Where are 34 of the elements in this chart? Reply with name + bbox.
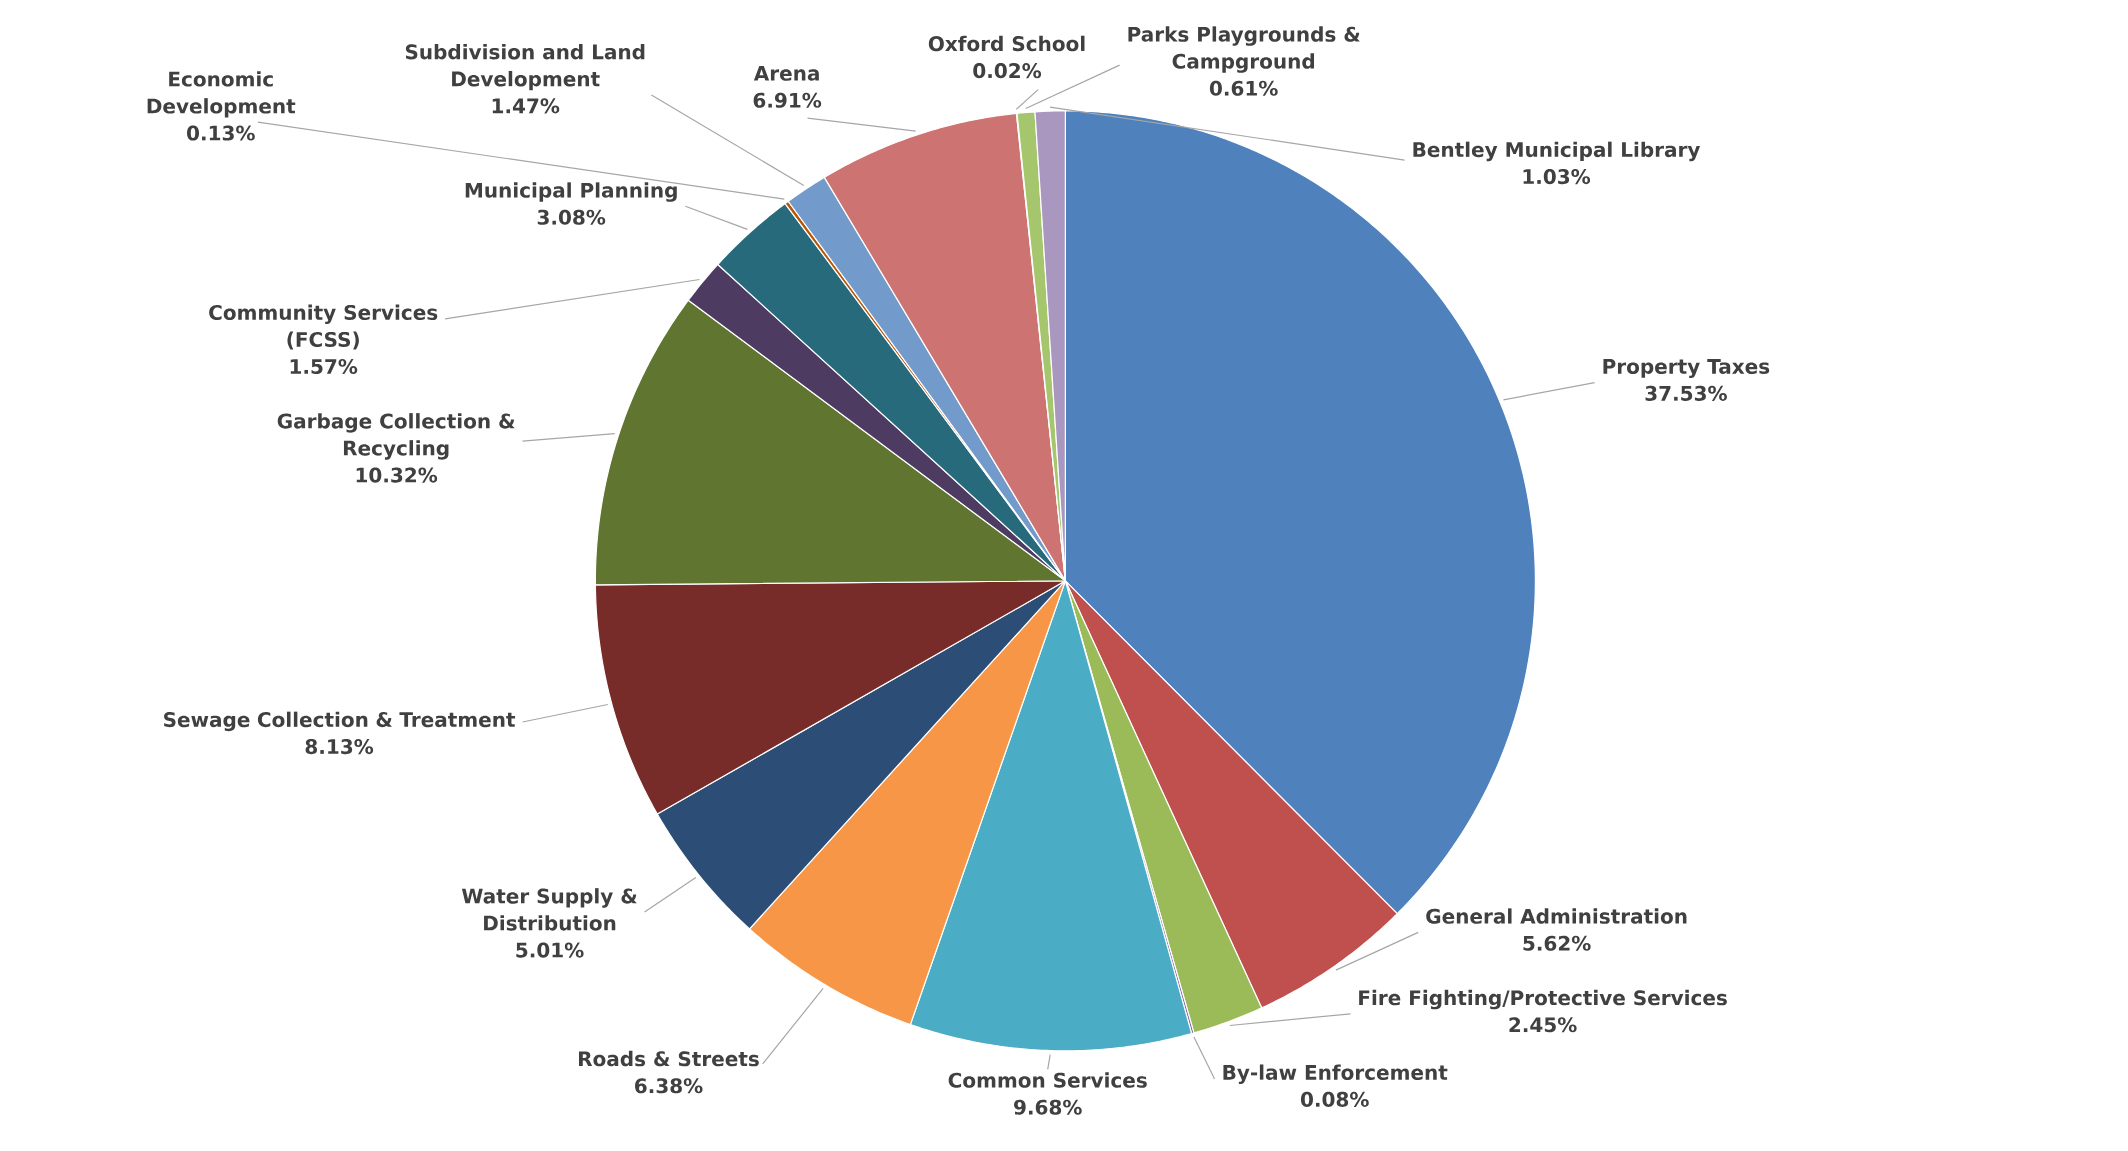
slice-label: Sewage Collection & Treatment [164, 711, 516, 732]
slice-label: Fire Fighting/Protective Services [1359, 989, 1727, 1010]
slice-label: Water Supply & Distribution [461, 888, 637, 931]
data-label: 0.08% [1300, 1091, 1369, 1107]
data-label: 5.01% [516, 942, 584, 958]
slice-label: General Administration [1426, 908, 1687, 924]
slice-label: Bentley Municipal Library [1413, 141, 1701, 162]
data-label: 8.13% [305, 739, 374, 755]
data-label: 1.47% [492, 98, 560, 114]
slice-label: Municipal Planning [465, 182, 677, 202]
data-label: 0.02% [973, 63, 1042, 79]
data-label: 3.08% [537, 209, 606, 225]
data-label: 6.91% [753, 92, 822, 108]
data-label: 1.03% [1523, 169, 1591, 185]
data-label: 2.45% [1509, 1017, 1577, 1033]
data-label: 0.61% [1209, 80, 1278, 96]
data-label: 37.53% [1645, 385, 1727, 401]
slice-label: Subdivision and Land Development [405, 43, 645, 91]
slice-label: Economic Development [147, 71, 296, 118]
data-label: 1.57% [290, 358, 358, 375]
slice-label: Community Services (FCSS) [209, 304, 438, 350]
slice-label: Oxford School [928, 35, 1085, 52]
slice-label: Garbage Collection & Recycling [277, 413, 515, 460]
slice-label: Parks Playgrounds & Campground [1128, 26, 1360, 73]
slice-label: By-law Enforcement [1223, 1064, 1448, 1084]
data-label: 10.32% [356, 467, 438, 483]
data-label: 5.62% [1523, 935, 1591, 951]
data-label: 9.68% [1014, 1099, 1082, 1115]
slice-label: Roads & Streets [579, 1050, 759, 1067]
slice-label: Common Services [948, 1072, 1147, 1088]
slice-label: Property Taxes [1603, 359, 1770, 378]
slice-label: Arena [753, 65, 819, 81]
data-label: 0.13% [187, 125, 255, 141]
data-label: 6.38% [635, 1078, 703, 1094]
